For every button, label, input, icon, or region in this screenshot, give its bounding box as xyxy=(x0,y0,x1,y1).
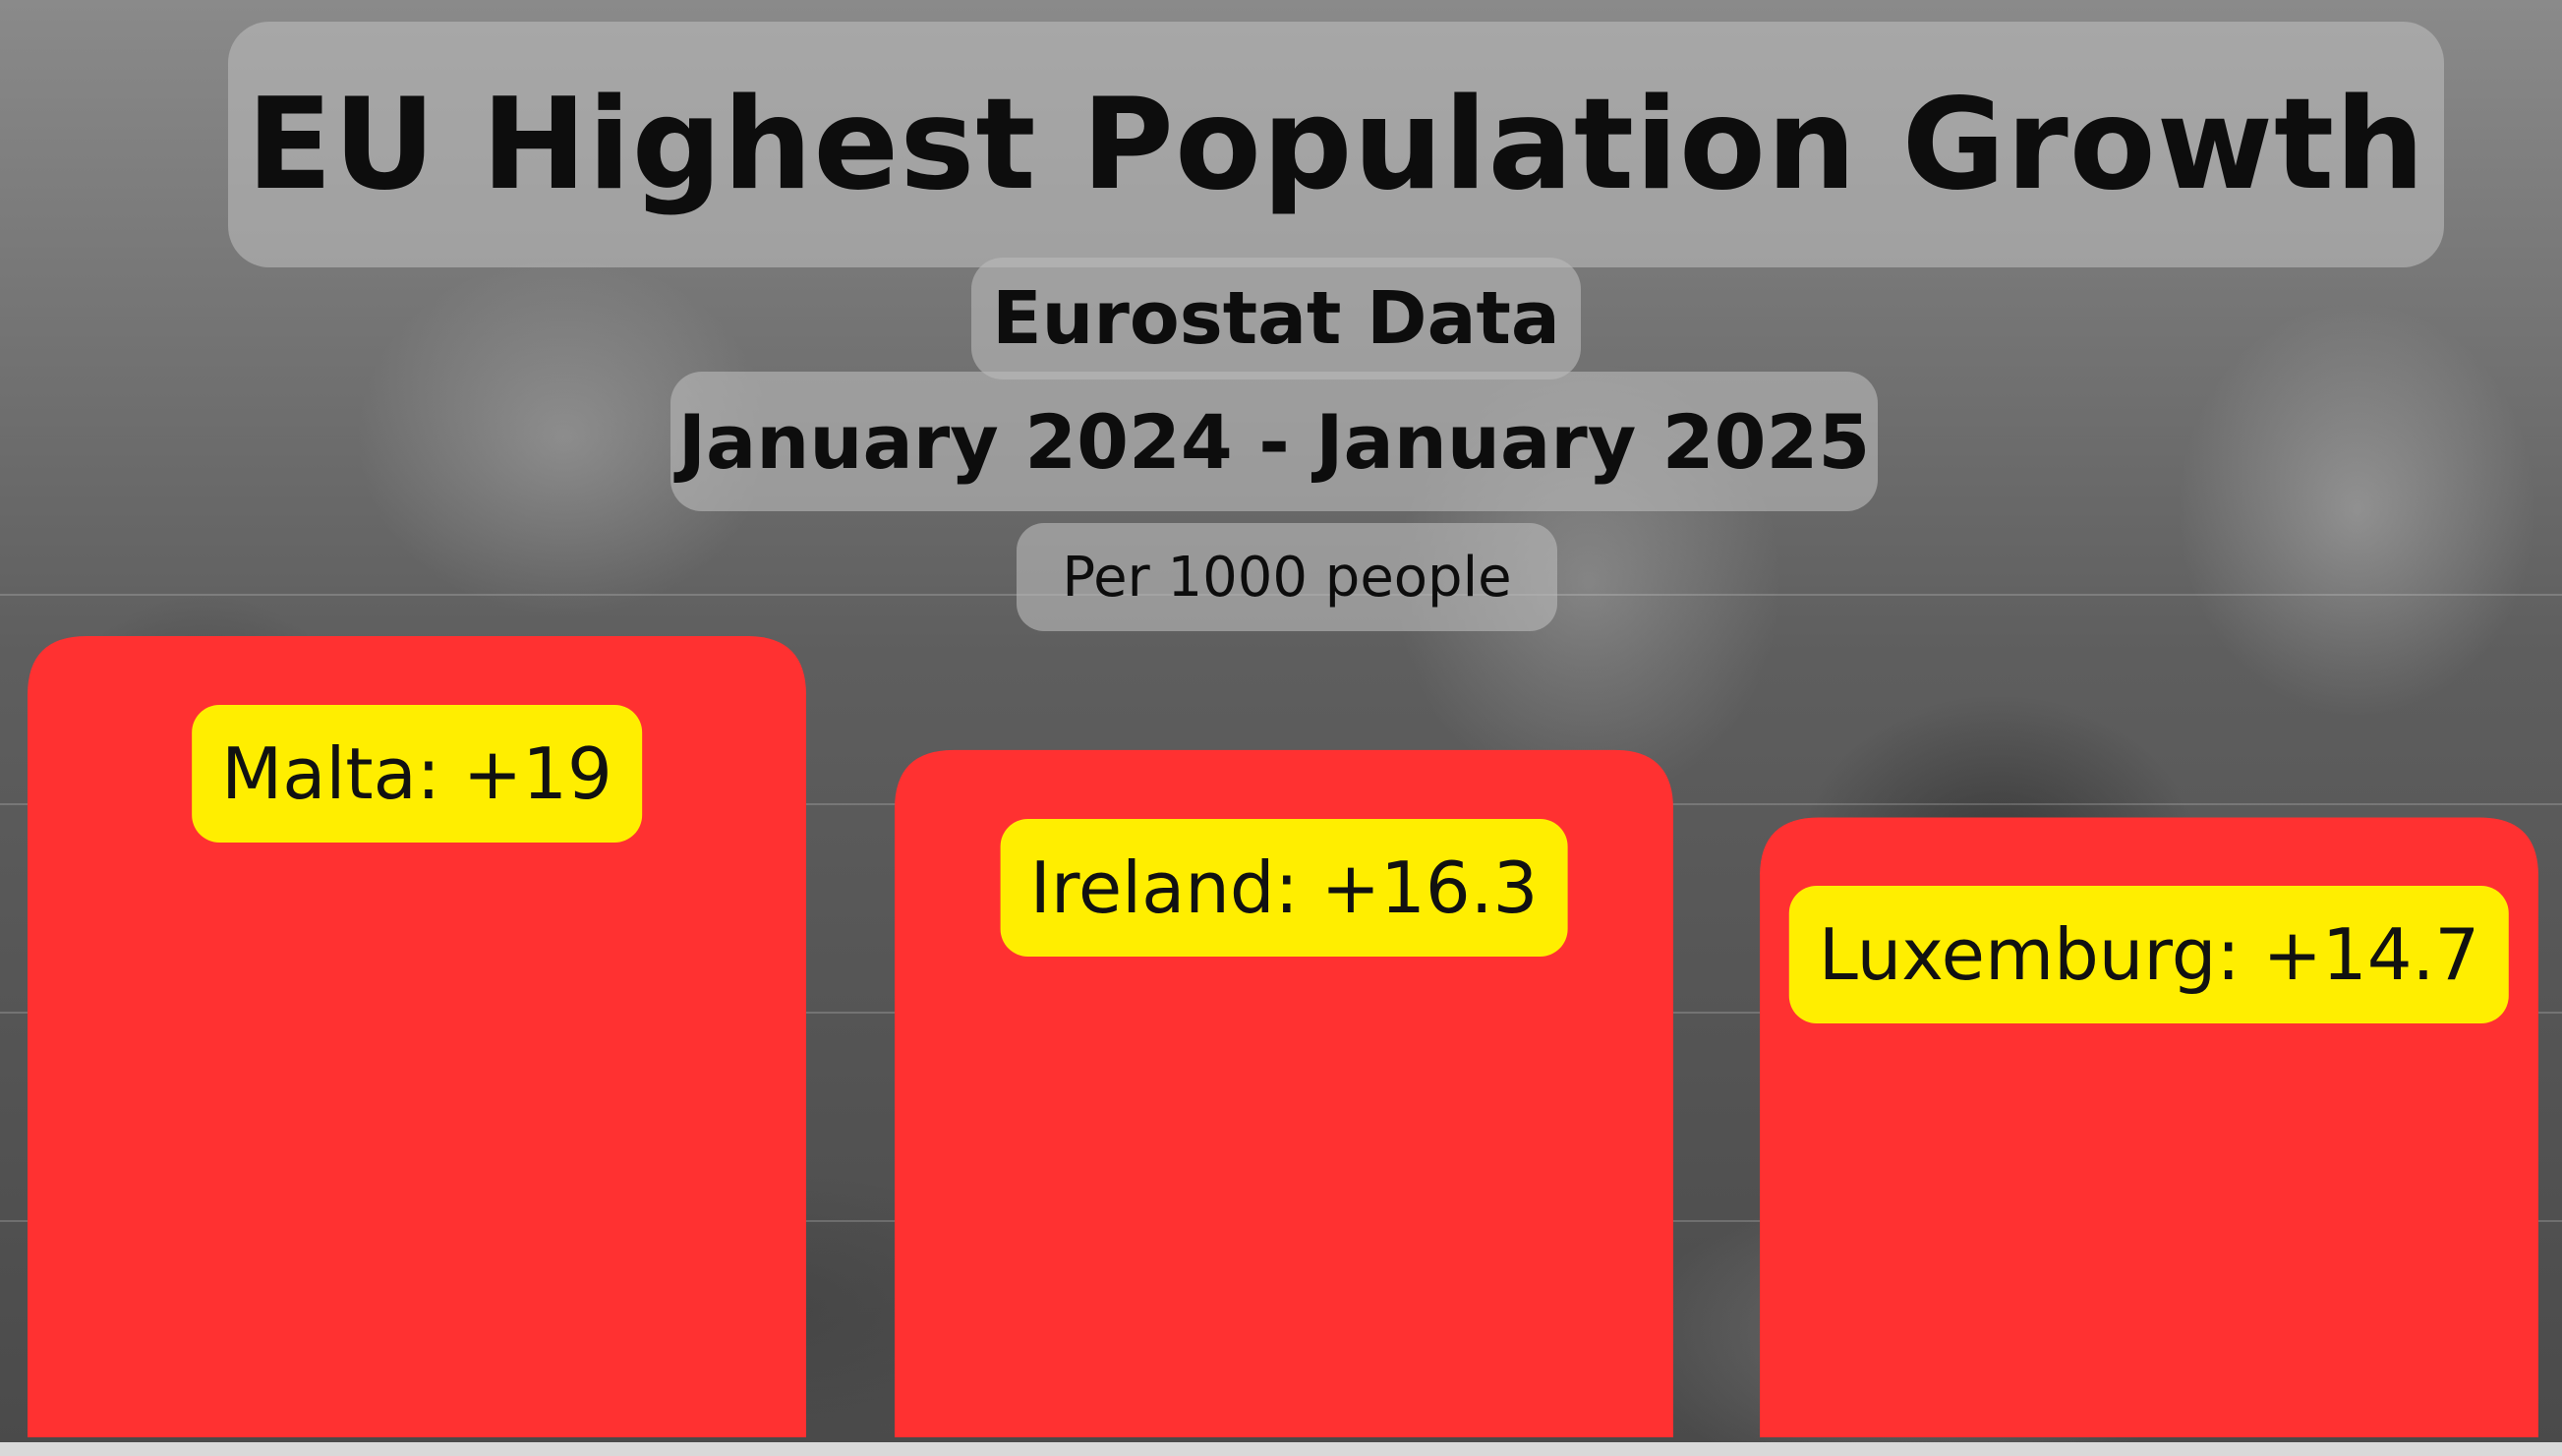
data-label-ireland: Ireland: +16.3 xyxy=(1000,818,1568,957)
data-label-luxemburg: Luxemburg: +14.7 xyxy=(1788,886,2510,1024)
bottom-strip xyxy=(0,1442,2562,1456)
chart-title: EU Highest Population Growth xyxy=(228,22,2444,267)
chart-unit-label: Per 1000 people xyxy=(1017,523,1557,631)
chart-subtitle-source: Eurostat Data xyxy=(971,258,1581,379)
data-label-malta: Malta: +19 xyxy=(192,705,642,843)
chart-subtitle-period: January 2024 - January 2025 xyxy=(670,372,1878,511)
